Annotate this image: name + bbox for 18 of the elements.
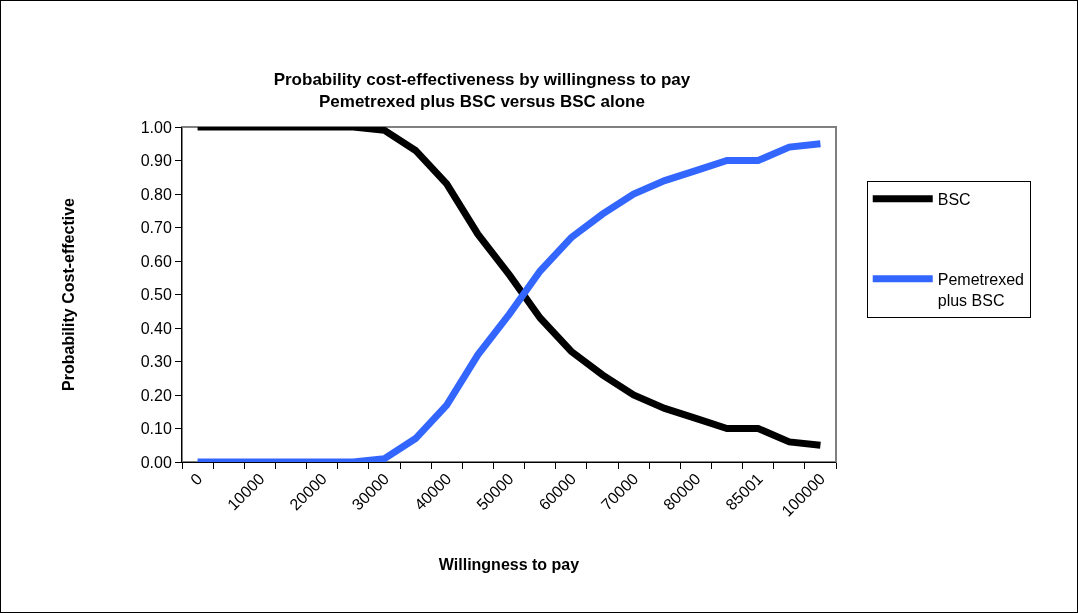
y-tick-label: 0.10 xyxy=(140,420,172,438)
y-tick-label: 0.20 xyxy=(140,386,172,404)
y-tick-label: 0.70 xyxy=(140,219,172,237)
y-tick-label: 0.30 xyxy=(140,353,172,371)
y-axis-title: Probability Cost-effective xyxy=(59,197,77,391)
y-tick-label: 0.80 xyxy=(140,185,172,203)
x-axis-title: Willingness to pay xyxy=(438,556,580,574)
legend-label: Pemetrexed plus BSC xyxy=(937,270,1024,309)
chart-subtitle: Pemetrexed plus BSC versus BSC alone xyxy=(318,92,645,112)
y-tick-label: 0.40 xyxy=(140,319,172,337)
y-tick-label: 0.50 xyxy=(140,286,172,304)
y-tick-label: 0.60 xyxy=(140,252,172,270)
chart-title: Probability cost-effectiveness by willingness to pay xyxy=(273,70,691,90)
y-tick-label: 0.00 xyxy=(140,453,172,471)
y-tick-label: 0.90 xyxy=(140,152,172,170)
legend-label: BSC xyxy=(937,191,971,209)
x-tick-label: 0 xyxy=(187,469,206,489)
y-tick-label: 1.00 xyxy=(140,118,172,136)
